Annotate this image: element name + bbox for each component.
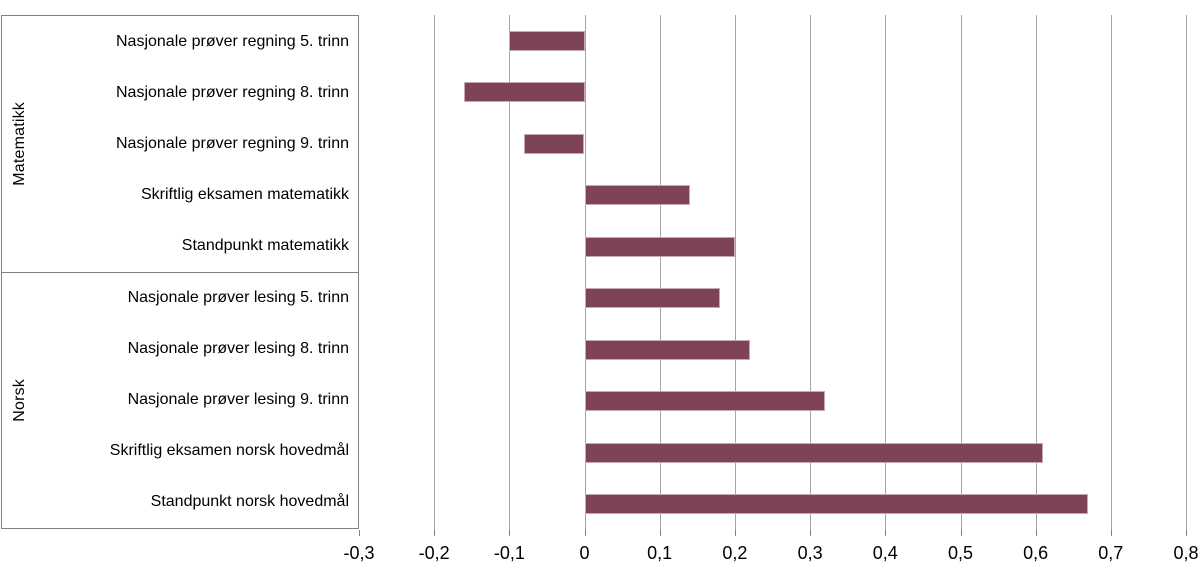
category-label: Skriftlig eksamen matematikk xyxy=(140,185,349,203)
gridline xyxy=(885,15,887,530)
gridline xyxy=(960,15,962,530)
category-label: Nasjonale prøver lesing 8. trinn xyxy=(127,340,349,358)
group-label: Matematikk xyxy=(2,16,38,272)
plot-area xyxy=(359,15,1187,536)
group-label-text: Matematikk xyxy=(11,101,28,186)
group-label-text: Norsk xyxy=(11,378,28,422)
axis-tick xyxy=(734,530,736,536)
group-label: Norsk xyxy=(2,273,38,529)
axis-tick xyxy=(1110,530,1112,536)
axis-tick-label: 0,7 xyxy=(1098,543,1124,563)
axis-tick-label: -0,2 xyxy=(418,543,450,563)
axis-tick-label: -0,1 xyxy=(493,543,525,563)
axis-tick-label: 0,1 xyxy=(647,543,673,563)
axis-tick xyxy=(509,530,511,536)
bar xyxy=(584,391,826,412)
bar xyxy=(584,339,750,360)
axis-tick xyxy=(810,530,812,536)
gridline xyxy=(734,15,736,530)
axis-tick xyxy=(960,530,962,536)
bar xyxy=(464,82,585,103)
axis-tick-label: 0,3 xyxy=(797,543,823,563)
category-axis-panel: Matematikk Nasjonale prøver regning 5. tr… xyxy=(1,15,359,530)
category-label: Skriftlig eksamen norsk hovedmål xyxy=(109,442,349,460)
bar xyxy=(524,133,585,154)
category-label: Nasjonale prøver regning 9. trinn xyxy=(115,134,349,152)
axis-tick xyxy=(584,530,586,536)
axis-tick xyxy=(659,530,661,536)
axis-tick-label: 0,5 xyxy=(947,543,974,563)
gridline xyxy=(584,15,586,530)
category-label: Standpunkt matematikk xyxy=(181,236,349,254)
axis-tick xyxy=(359,530,360,536)
category-group-box: Matematikk Nasjonale prøver regning 5. tr… xyxy=(1,15,359,273)
axis-tick-label: 0,4 xyxy=(872,543,898,563)
bar xyxy=(584,442,1044,463)
gridline xyxy=(1110,15,1112,530)
x-axis: -0,3 -0,2 -0,1 0 0,1 0,2 0,3 0,4 0,5 0,6 0,7 0,8 xyxy=(0,543,1200,567)
category-label: Nasjonale prøver lesing 5. trinn xyxy=(127,289,349,307)
bar xyxy=(584,236,735,257)
bar xyxy=(509,30,585,51)
axis-tick-label: 0,6 xyxy=(1023,543,1049,563)
axis-tick xyxy=(1186,530,1187,536)
gridline xyxy=(1035,15,1037,530)
axis-tick-label: 0 xyxy=(579,543,590,563)
category-label: Nasjonale prøver regning 5. trinn xyxy=(115,32,349,50)
category-label: Standpunkt norsk hovedmål xyxy=(150,493,349,511)
axis-tick xyxy=(1035,530,1037,536)
axis-tick xyxy=(885,530,887,536)
category-label: Nasjonale prøver regning 8. trinn xyxy=(115,83,349,101)
axis-tick-label: 0,8 xyxy=(1173,543,1199,563)
bar xyxy=(584,185,690,206)
gridline xyxy=(810,15,812,530)
axis-tick-label: 0,2 xyxy=(722,543,748,563)
gridline xyxy=(1186,15,1187,530)
category-group-box: Norsk Nasjonale prøver lesing 5. trinn Nas… xyxy=(1,271,359,529)
gridline xyxy=(509,15,511,530)
bar xyxy=(584,494,1089,515)
axis-tick xyxy=(434,530,436,536)
axis-tick-label: -0,3 xyxy=(343,543,375,563)
category-label: Nasjonale prøver lesing 9. trinn xyxy=(127,391,349,409)
bar xyxy=(584,288,720,309)
gridline xyxy=(659,15,661,530)
gridline xyxy=(434,15,436,530)
